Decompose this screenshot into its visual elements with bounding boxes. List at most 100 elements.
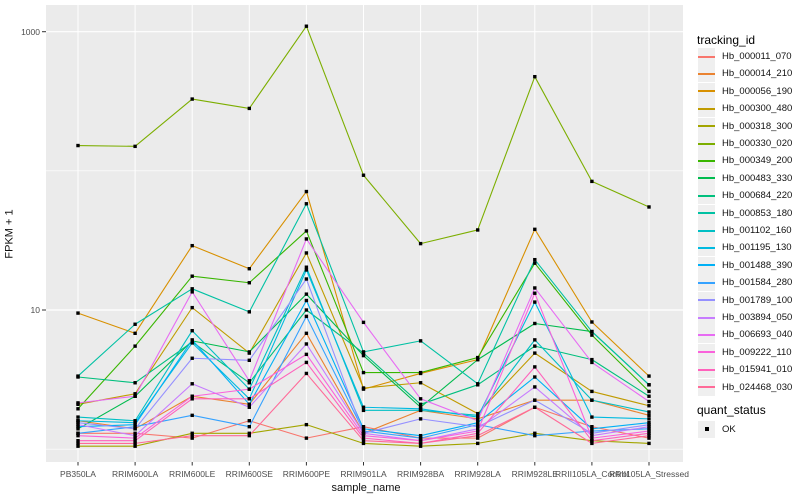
data-point xyxy=(76,439,80,443)
legend-line-icon xyxy=(698,351,715,354)
data-point xyxy=(133,322,137,326)
data-point xyxy=(190,243,194,248)
legend-key-swatch xyxy=(698,169,715,187)
data-point xyxy=(361,424,366,429)
data-point xyxy=(533,338,537,342)
data-point xyxy=(533,321,537,326)
legend-item-label: Hb_001102_160 xyxy=(722,225,792,236)
data-point xyxy=(647,420,651,425)
legend-item-label: Hb_015941_010 xyxy=(722,364,793,376)
legend-item-label: Hb_000056_190 xyxy=(722,85,793,97)
legend-key-swatch xyxy=(698,239,715,257)
x-tick-label: RRIM600PE xyxy=(282,469,331,479)
data-point xyxy=(247,310,251,314)
data-point xyxy=(476,417,480,421)
data-point xyxy=(304,237,309,241)
data-point xyxy=(76,401,80,405)
data-point xyxy=(361,386,366,390)
data-point xyxy=(418,397,423,401)
data-point xyxy=(247,397,251,401)
legend-item-label: Hb_006693_040 xyxy=(722,329,793,341)
legend-key-swatch xyxy=(698,343,715,361)
data-point xyxy=(533,385,537,389)
quant-ok-label: OK xyxy=(722,423,736,435)
legend-line-icon xyxy=(698,386,715,389)
data-point xyxy=(76,311,80,315)
legend-item-label: Hb_001195_130 xyxy=(722,242,792,254)
data-point xyxy=(304,24,309,28)
data-point xyxy=(247,381,251,385)
data-point xyxy=(476,357,480,362)
data-point xyxy=(304,360,309,365)
data-point xyxy=(647,399,651,404)
data-point xyxy=(590,429,594,433)
data-point xyxy=(304,251,309,255)
legend-line-icon xyxy=(698,264,715,267)
data-point xyxy=(190,274,194,278)
data-point xyxy=(590,398,594,402)
data-point xyxy=(361,408,366,413)
data-point xyxy=(476,411,480,416)
data-point xyxy=(476,424,480,429)
data-point xyxy=(76,424,80,429)
data-point xyxy=(247,106,251,111)
legend-item-label: Hb_001789_100 xyxy=(722,294,793,306)
data-point xyxy=(190,382,194,386)
x-tick-label: RRIM600LA xyxy=(111,469,159,479)
data-point xyxy=(418,433,423,438)
data-point xyxy=(304,229,309,233)
legend-key-swatch xyxy=(698,378,715,396)
y-tick-label: 1000 xyxy=(21,26,40,37)
data-point xyxy=(418,339,423,343)
legend-title-quant-status: quant_status xyxy=(697,403,766,417)
data-point xyxy=(476,419,480,423)
data-point xyxy=(476,228,480,232)
data-point xyxy=(76,374,80,378)
legend-line-icon xyxy=(698,212,715,215)
data-point xyxy=(247,431,251,435)
data-point xyxy=(304,292,309,296)
data-point xyxy=(533,300,537,304)
data-point xyxy=(133,433,137,438)
data-point xyxy=(647,394,651,398)
data-point xyxy=(361,429,366,433)
data-point xyxy=(190,397,194,401)
data-point xyxy=(304,331,309,336)
data-point xyxy=(76,431,80,435)
legend-line-icon xyxy=(698,246,715,249)
legend-item-label: Hb_000684_220 xyxy=(722,190,793,202)
data-point xyxy=(304,436,309,440)
legend-item-label: Hb_009222_110 xyxy=(722,346,792,358)
legend-key-swatch xyxy=(698,48,715,65)
data-point xyxy=(304,422,309,427)
data-point xyxy=(304,265,309,269)
data-point xyxy=(361,353,366,358)
quant-ok-key xyxy=(698,420,715,438)
x-tick-label: RRIM901LA xyxy=(340,469,387,479)
data-point xyxy=(133,144,137,149)
data-point xyxy=(418,370,423,375)
data-point xyxy=(418,436,423,440)
legend-line-icon xyxy=(698,281,715,284)
data-point xyxy=(533,431,537,435)
data-point xyxy=(304,342,309,346)
data-point xyxy=(533,74,537,79)
legend-key-swatch xyxy=(698,256,715,274)
legend-line-icon xyxy=(698,316,715,319)
data-point xyxy=(590,424,594,429)
data-point xyxy=(361,405,366,409)
data-point xyxy=(361,439,366,443)
data-point xyxy=(361,320,366,325)
legend-line-icon xyxy=(698,159,715,162)
data-point xyxy=(247,358,251,363)
legend-key-swatch xyxy=(698,222,715,239)
data-point xyxy=(133,420,137,425)
legend-key-swatch xyxy=(698,100,715,118)
data-point xyxy=(76,422,80,427)
data-point xyxy=(533,291,537,295)
data-point xyxy=(190,287,194,291)
data-point xyxy=(304,308,309,312)
data-point xyxy=(418,439,423,443)
legend-key-swatch xyxy=(698,187,715,205)
legend-title-tracking-id: tracking_id xyxy=(697,33,756,47)
